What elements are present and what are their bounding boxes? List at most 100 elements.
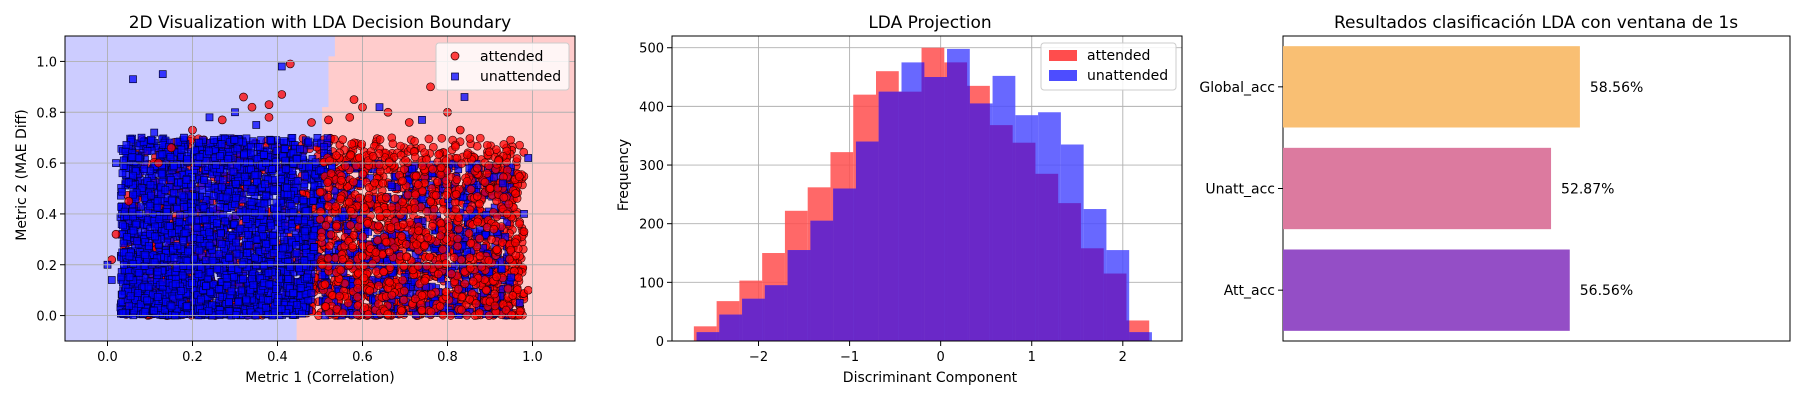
unattended-point (175, 217, 184, 226)
attended-point (316, 207, 325, 216)
attended-point (457, 255, 466, 265)
unattended-point (187, 206, 196, 215)
unattended-point (202, 282, 210, 290)
unattended-point (242, 295, 251, 304)
unattended-point (168, 229, 176, 237)
attended-point (503, 284, 513, 294)
unattended-point (283, 190, 292, 198)
unattended-point (217, 240, 226, 248)
unattended-point (265, 280, 274, 289)
unattended-point (195, 153, 204, 161)
unattended-point (234, 298, 243, 307)
unattended-point (140, 308, 149, 316)
unattended-point (309, 231, 318, 240)
unattended-point (288, 166, 297, 175)
attended-point (424, 134, 434, 144)
unattended-point (294, 216, 302, 225)
attended-point (437, 133, 447, 143)
unattended-point (240, 150, 248, 159)
attended-point (410, 136, 419, 146)
unattended-point (227, 287, 236, 296)
unattended-point (250, 209, 259, 217)
unattended-point (150, 306, 158, 315)
unattended-point (118, 169, 127, 178)
unattended-point (299, 196, 308, 204)
unattended-point (205, 228, 214, 237)
unattended-point (145, 201, 154, 210)
unattended-point (323, 134, 332, 142)
unattended-point (188, 279, 196, 287)
unattended-point (213, 219, 221, 227)
unattended-point (170, 254, 179, 263)
attended-point (330, 134, 339, 144)
unattended-point (200, 176, 209, 184)
attended-point (515, 219, 524, 229)
unattended-point (147, 191, 155, 200)
unattended-point (183, 302, 191, 310)
unattended-point (251, 170, 260, 179)
scatter-cloud (116, 133, 529, 320)
unattended-point (225, 254, 233, 262)
unattended-point (229, 167, 238, 176)
unattended-point (153, 203, 162, 212)
unattended-point (304, 137, 313, 146)
unattended-point (193, 224, 202, 232)
unattended-point (167, 176, 175, 184)
attended-point (399, 295, 409, 305)
unattended-point (244, 231, 252, 239)
attended-point (373, 236, 382, 245)
unattended-point (232, 249, 241, 258)
unattended-point (260, 150, 268, 159)
unattended-point (272, 285, 280, 293)
unattended-point (145, 242, 153, 250)
unattended-point (232, 238, 240, 247)
unattended-point (230, 273, 238, 281)
unattended-point (195, 246, 204, 255)
unattended-point (195, 235, 204, 243)
unattended-point (217, 140, 226, 148)
unattended-point (232, 180, 240, 188)
unattended-point (194, 138, 203, 147)
unattended-point (165, 222, 174, 231)
unattended-point (248, 185, 257, 193)
unattended-point (118, 187, 126, 196)
unattended-point (264, 269, 273, 277)
unattended-point (303, 273, 311, 282)
unattended-point (259, 232, 267, 241)
attended-point (396, 141, 405, 151)
unattended-point (277, 251, 286, 259)
attended-point (388, 139, 398, 149)
scatter-chart: 2D Visualization with LDA Decision Bound… (14, 13, 576, 386)
unattended-point (282, 165, 290, 173)
unattended-point (128, 153, 137, 161)
unattended-point (129, 171, 137, 180)
unattended-point (134, 289, 142, 297)
unattended-point (209, 192, 218, 200)
unattended-point (209, 204, 217, 213)
unattended-point (292, 241, 300, 249)
unattended-point (143, 147, 152, 155)
unattended-point (284, 275, 293, 283)
unattended-point (289, 208, 298, 217)
unattended-point (293, 155, 301, 163)
attended-point (429, 142, 438, 152)
unattended-point (162, 208, 171, 216)
scatter-plot-area: 0.0 0.2 0.4 0.6 0.8 1.00.00.20.40.60.81.0 atte… (36, 35, 576, 365)
unattended-point (296, 145, 304, 153)
unattended-point (153, 293, 162, 301)
unattended-point (140, 165, 148, 173)
unattended-point (182, 176, 191, 184)
unattended-point (178, 191, 187, 200)
unattended-point (231, 200, 239, 208)
unattended-point (158, 278, 167, 287)
unattended-point (151, 222, 159, 231)
unattended-point (272, 198, 281, 207)
unattended-point (300, 227, 309, 236)
unattended-point (252, 235, 261, 244)
unattended-point (232, 194, 240, 202)
unattended-point (269, 185, 278, 194)
unattended-point (153, 267, 162, 276)
unattended-point (266, 136, 275, 144)
unattended-point (249, 280, 258, 289)
unattended-point (272, 158, 280, 166)
